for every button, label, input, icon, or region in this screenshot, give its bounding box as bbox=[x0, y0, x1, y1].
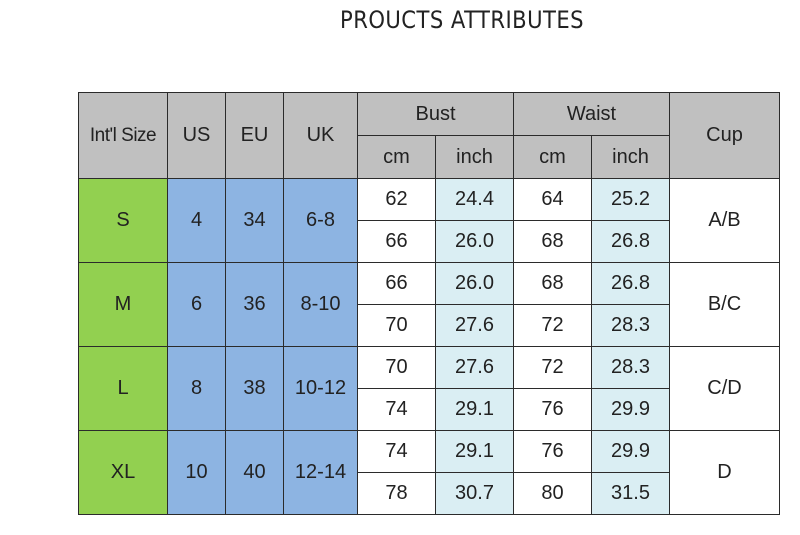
intl-size-cell: S bbox=[78, 178, 168, 263]
waist-cm-cell: 80 bbox=[513, 472, 592, 515]
waist-cm-cell: 72 bbox=[513, 304, 592, 347]
table-row: XL 10 40 12-14 74 29.1 76 29.9 D bbox=[78, 430, 780, 515]
bust-cm-cell: 62 bbox=[357, 178, 436, 221]
header-us: US bbox=[167, 92, 226, 179]
bust-inch-cell: 26.0 bbox=[435, 220, 514, 263]
table-row: 78 30.7 80 31.5 bbox=[79, 472, 780, 515]
bust-inch-cell: 24.4 bbox=[435, 178, 514, 221]
us-size-cell: 6 bbox=[167, 262, 226, 347]
us-size-cell: 4 bbox=[167, 178, 226, 263]
header-eu: EU bbox=[225, 92, 284, 179]
bust-cm-cell: 74 bbox=[357, 388, 436, 431]
bust-inch-cell: 26.0 bbox=[435, 262, 514, 305]
size-chart-table: Int'l Size US EU UK Bust Waist Cup cm in… bbox=[78, 92, 780, 515]
uk-size-cell: 12-14 bbox=[283, 430, 358, 515]
table-row: M 6 36 8-10 66 26.0 68 26.8 B/C bbox=[78, 262, 780, 347]
eu-size-cell: 34 bbox=[225, 178, 284, 263]
cup-cell: A/B bbox=[669, 178, 780, 263]
header-cup: Cup bbox=[669, 92, 780, 179]
waist-inch-cell: 28.3 bbox=[591, 346, 670, 389]
eu-size-cell: 38 bbox=[225, 346, 284, 431]
table-header: Int'l Size US EU UK Bust Waist Cup cm in… bbox=[78, 92, 780, 179]
bust-inch-cell: 29.1 bbox=[435, 430, 514, 473]
table-row: 70 27.6 72 28.3 bbox=[79, 304, 780, 347]
table-row: S 4 34 6-8 62 24.4 64 25.2 A/B bbox=[78, 178, 780, 263]
page-title: PROUCTS ATTRIBUTES bbox=[340, 6, 584, 34]
header-row-top: Int'l Size US EU UK Bust Waist Cup bbox=[78, 92, 780, 179]
header-bust-inch: inch bbox=[435, 135, 514, 179]
us-size-cell: 10 bbox=[167, 430, 226, 515]
bust-cm-cell: 66 bbox=[357, 220, 436, 263]
waist-inch-cell: 29.9 bbox=[591, 388, 670, 431]
intl-size-cell: L bbox=[78, 346, 168, 431]
bust-inch-cell: 30.7 bbox=[435, 472, 514, 515]
cup-cell: B/C bbox=[669, 262, 780, 347]
cup-cell: C/D bbox=[669, 346, 780, 431]
header-bust-cm: cm bbox=[357, 135, 436, 179]
table-body: S 4 34 6-8 62 24.4 64 25.2 A/B 66 26.0 6… bbox=[78, 178, 780, 515]
uk-size-cell: 6-8 bbox=[283, 178, 358, 263]
bust-cm-cell: 78 bbox=[357, 472, 436, 515]
header-uk: UK bbox=[283, 92, 358, 179]
table-row: L 8 38 10-12 70 27.6 72 28.3 C/D bbox=[78, 346, 780, 431]
bust-cm-cell: 70 bbox=[357, 346, 436, 389]
intl-size-cell: M bbox=[78, 262, 168, 347]
table-row: 66 26.0 68 26.8 bbox=[79, 220, 780, 263]
eu-size-cell: 40 bbox=[225, 430, 284, 515]
waist-cm-cell: 68 bbox=[513, 262, 592, 305]
waist-cm-cell: 72 bbox=[513, 346, 592, 389]
header-waist-cm: cm bbox=[513, 135, 592, 179]
bust-cm-cell: 66 bbox=[357, 262, 436, 305]
bust-inch-cell: 29.1 bbox=[435, 388, 514, 431]
bust-inch-cell: 27.6 bbox=[435, 304, 514, 347]
waist-cm-cell: 64 bbox=[513, 178, 592, 221]
uk-size-cell: 8-10 bbox=[283, 262, 358, 347]
us-size-cell: 8 bbox=[167, 346, 226, 431]
waist-inch-cell: 26.8 bbox=[591, 220, 670, 263]
waist-inch-cell: 31.5 bbox=[591, 472, 670, 515]
bust-inch-cell: 27.6 bbox=[435, 346, 514, 389]
header-waist-inch: inch bbox=[591, 135, 670, 179]
bust-cm-cell: 70 bbox=[357, 304, 436, 347]
waist-inch-cell: 25.2 bbox=[591, 178, 670, 221]
waist-inch-cell: 26.8 bbox=[591, 262, 670, 305]
bust-cm-cell: 74 bbox=[357, 430, 436, 473]
cup-cell: D bbox=[669, 430, 780, 515]
waist-cm-cell: 76 bbox=[513, 430, 592, 473]
waist-cm-cell: 68 bbox=[513, 220, 592, 263]
table-row: 74 29.1 76 29.9 bbox=[79, 388, 780, 431]
header-row-sub: cm inch cm inch bbox=[79, 135, 780, 179]
waist-inch-cell: 29.9 bbox=[591, 430, 670, 473]
header-bust: Bust bbox=[357, 92, 514, 136]
eu-size-cell: 36 bbox=[225, 262, 284, 347]
header-intl-size: Int'l Size bbox=[78, 92, 168, 179]
uk-size-cell: 10-12 bbox=[283, 346, 358, 431]
intl-size-cell: XL bbox=[78, 430, 168, 515]
waist-cm-cell: 76 bbox=[513, 388, 592, 431]
header-waist: Waist bbox=[513, 92, 670, 136]
waist-inch-cell: 28.3 bbox=[591, 304, 670, 347]
